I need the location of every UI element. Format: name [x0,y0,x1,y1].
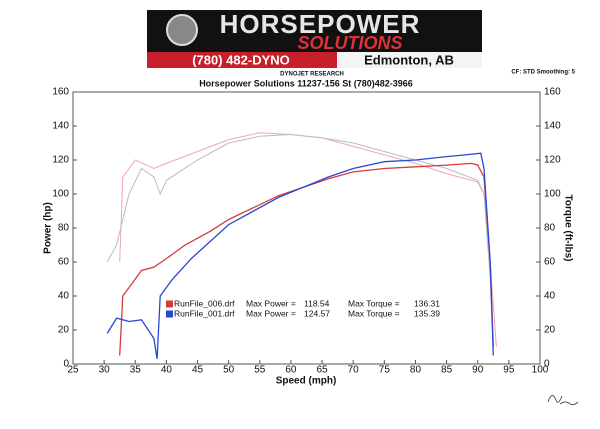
banner: HORSEPOWER SOLUTIONS (780) 482-DYNO Edmo… [147,9,482,68]
chart-title: Horsepower Solutions 11237-156 St (780)4… [199,78,413,88]
legend-name: RunFile_001.drf [174,308,235,318]
y2-tick-label: 20 [544,325,556,336]
y2-tick-label: 0 [544,359,550,370]
subtitle: DYNOJET RESEARCH [280,72,344,78]
legend-swatch [166,300,173,308]
banner-name-top: HORSEPOWER [220,9,421,39]
y-tick-label: 120 [52,155,69,166]
settings-note: CF: STD Smoothing: 5 [511,70,575,76]
y2-tick-label: 60 [544,257,556,268]
banner-name-bottom: SOLUTIONS [297,33,402,53]
x-tick-label: 80 [410,365,422,376]
line-series [106,133,494,348]
x-tick-label: 75 [379,365,391,376]
x-tick-label: 50 [223,365,235,376]
y-tick-label: 20 [58,325,70,336]
legend-entry: RunFile_001.drf Max Power = 124.57 Max Torq… [166,308,440,318]
y-tick-label: 0 [63,359,69,370]
x-tick-label: 60 [285,365,297,376]
legend-swatch [166,310,173,318]
signature [547,395,579,406]
y2-tick-label: 140 [544,121,561,132]
legend-entry: RunFile_006.drf Max Power = 118.54 Max Torq… [166,298,440,308]
legend-torque-value: 135.39 [414,308,440,318]
legend-torque-value: 136.31 [414,298,440,308]
banner-turbo-icon [166,14,198,46]
legend-power-label: Max Power = [246,308,296,318]
y-tick-label: 80 [58,223,70,234]
y-tick-label: 60 [58,257,70,268]
legend-power-label: Max Power = [246,298,296,308]
line-series [119,162,494,356]
banner-phone: (780) 482-DYNO [192,52,290,67]
x-tick-label: 30 [99,365,111,376]
legend-torque-label: Max Torque = [348,308,400,318]
y-tick-label: 100 [52,189,69,200]
x-tick-label: 35 [130,365,142,376]
x-tick-label: 85 [441,365,453,376]
line-series [106,152,494,360]
legend-name: RunFile_006.drf [174,298,235,308]
banner-white-band [337,52,482,68]
y2-axis-label: Torque (ft-lbs) [562,194,573,261]
x-axis-label: Speed (mph) [276,376,337,387]
y2-tick-label: 160 [544,87,561,98]
x-tick-label: 95 [503,365,515,376]
x-tick-label: 90 [472,365,484,376]
y2-tick-label: 80 [544,223,556,234]
x-tick-label: 65 [317,365,329,376]
banner-city: Edmonton, AB [364,52,454,67]
y2-tick-label: 120 [544,155,561,166]
legend-power-value: 118.54 [304,298,330,308]
y-tick-label: 40 [58,291,70,302]
x-tick-label: 40 [161,365,173,376]
legend-torque-label: Max Torque = [348,298,400,308]
x-tick-label: 70 [348,365,360,376]
y2-tick-label: 100 [544,189,561,200]
x-tick-label: 25 [67,365,79,376]
x-tick-label: 45 [192,365,204,376]
x-tick-label: 100 [532,365,549,376]
banner-red-band [147,52,337,68]
y-axis-label: Power (hp) [43,202,54,254]
x-tick-label: 55 [254,365,266,376]
y-tick-label: 160 [52,87,69,98]
y2-tick-label: 40 [544,291,556,302]
y-tick-label: 140 [52,121,69,132]
legend-power-value: 124.57 [304,308,330,318]
